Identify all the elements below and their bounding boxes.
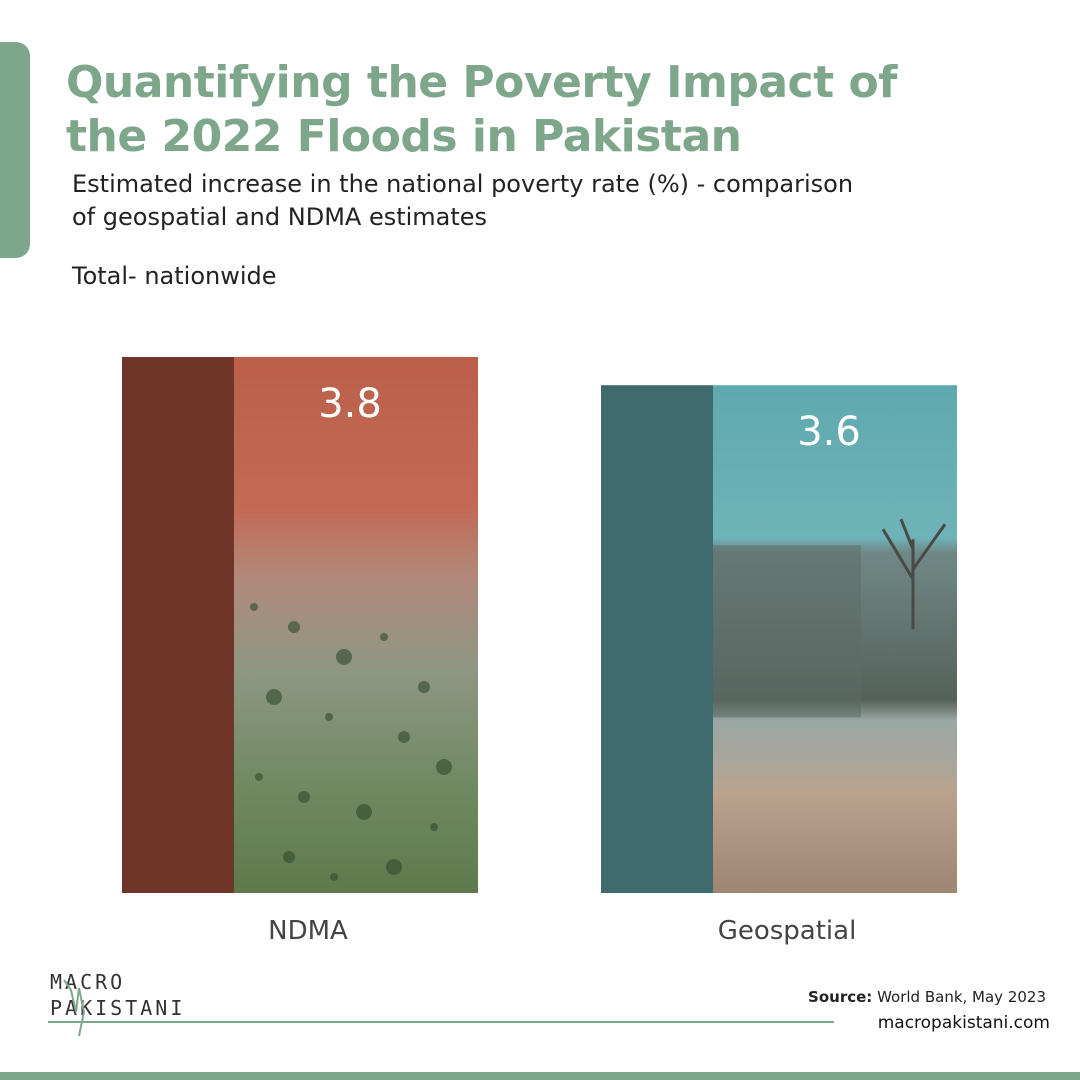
bar-side-ndma: [122, 357, 234, 893]
flood-tree-mark: [283, 851, 295, 863]
flood-tree-mark: [418, 681, 430, 693]
flood-tree-mark: [398, 731, 410, 743]
subtitle-line-2: of geospatial and NDMA estimates: [72, 203, 488, 231]
photo-tree-mark: [881, 518, 947, 630]
flood-tree-mark: [266, 689, 282, 705]
flood-tree-mark: [386, 859, 402, 875]
category-label-ndma: NDMA: [268, 916, 348, 946]
source-note: Source: World Bank, May 2023: [808, 988, 1046, 1006]
brand-line-2: PAKISTANI: [50, 996, 186, 1020]
flood-tree-mark: [336, 649, 352, 665]
total-label: Total- nationwide: [72, 262, 277, 290]
pulse-icon: [63, 979, 86, 1037]
brand-logo: MACRO PAKISTANI: [50, 966, 210, 1046]
website-link[interactable]: macropakistani.com: [877, 1013, 1050, 1033]
bar-ndma: [234, 357, 478, 893]
flood-tree-mark: [380, 633, 388, 641]
flood-tree-mark: [288, 621, 300, 633]
flood-tree-mark: [325, 713, 333, 721]
source-label: Source:: [808, 988, 873, 1006]
flood-tree-mark: [250, 603, 258, 611]
flood-tree-mark: [436, 759, 452, 775]
flood-tree-mark: [330, 873, 338, 881]
subtitle-line-1: Estimated increase in the national pover…: [72, 170, 854, 198]
brand-line-1: MACRO: [50, 970, 126, 994]
flood-tree-mark: [255, 773, 263, 781]
title-line-2: the 2022 Floods in Pakistan: [66, 111, 742, 162]
flood-tree-mark: [298, 791, 310, 803]
value-label-geospatial: 3.6: [797, 409, 861, 455]
page-title: Quantifying the Poverty Impact of the 20…: [66, 56, 966, 164]
title-line-1: Quantifying the Poverty Impact of: [66, 57, 897, 108]
flood-tree-mark: [356, 804, 372, 820]
footer-divider: [48, 1021, 834, 1023]
bottom-accent-bar: [0, 1072, 1080, 1080]
flood-tree-mark: [430, 823, 438, 831]
category-label-geospatial: Geospatial: [718, 916, 857, 946]
source-text: World Bank, May 2023: [877, 988, 1046, 1006]
side-accent-tab: [0, 42, 30, 258]
bar-side-geospatial: [601, 385, 713, 893]
photo-wall-mark: [713, 545, 861, 718]
chart-subtitle: Estimated increase in the national pover…: [72, 168, 992, 234]
value-label-ndma: 3.8: [318, 381, 382, 427]
